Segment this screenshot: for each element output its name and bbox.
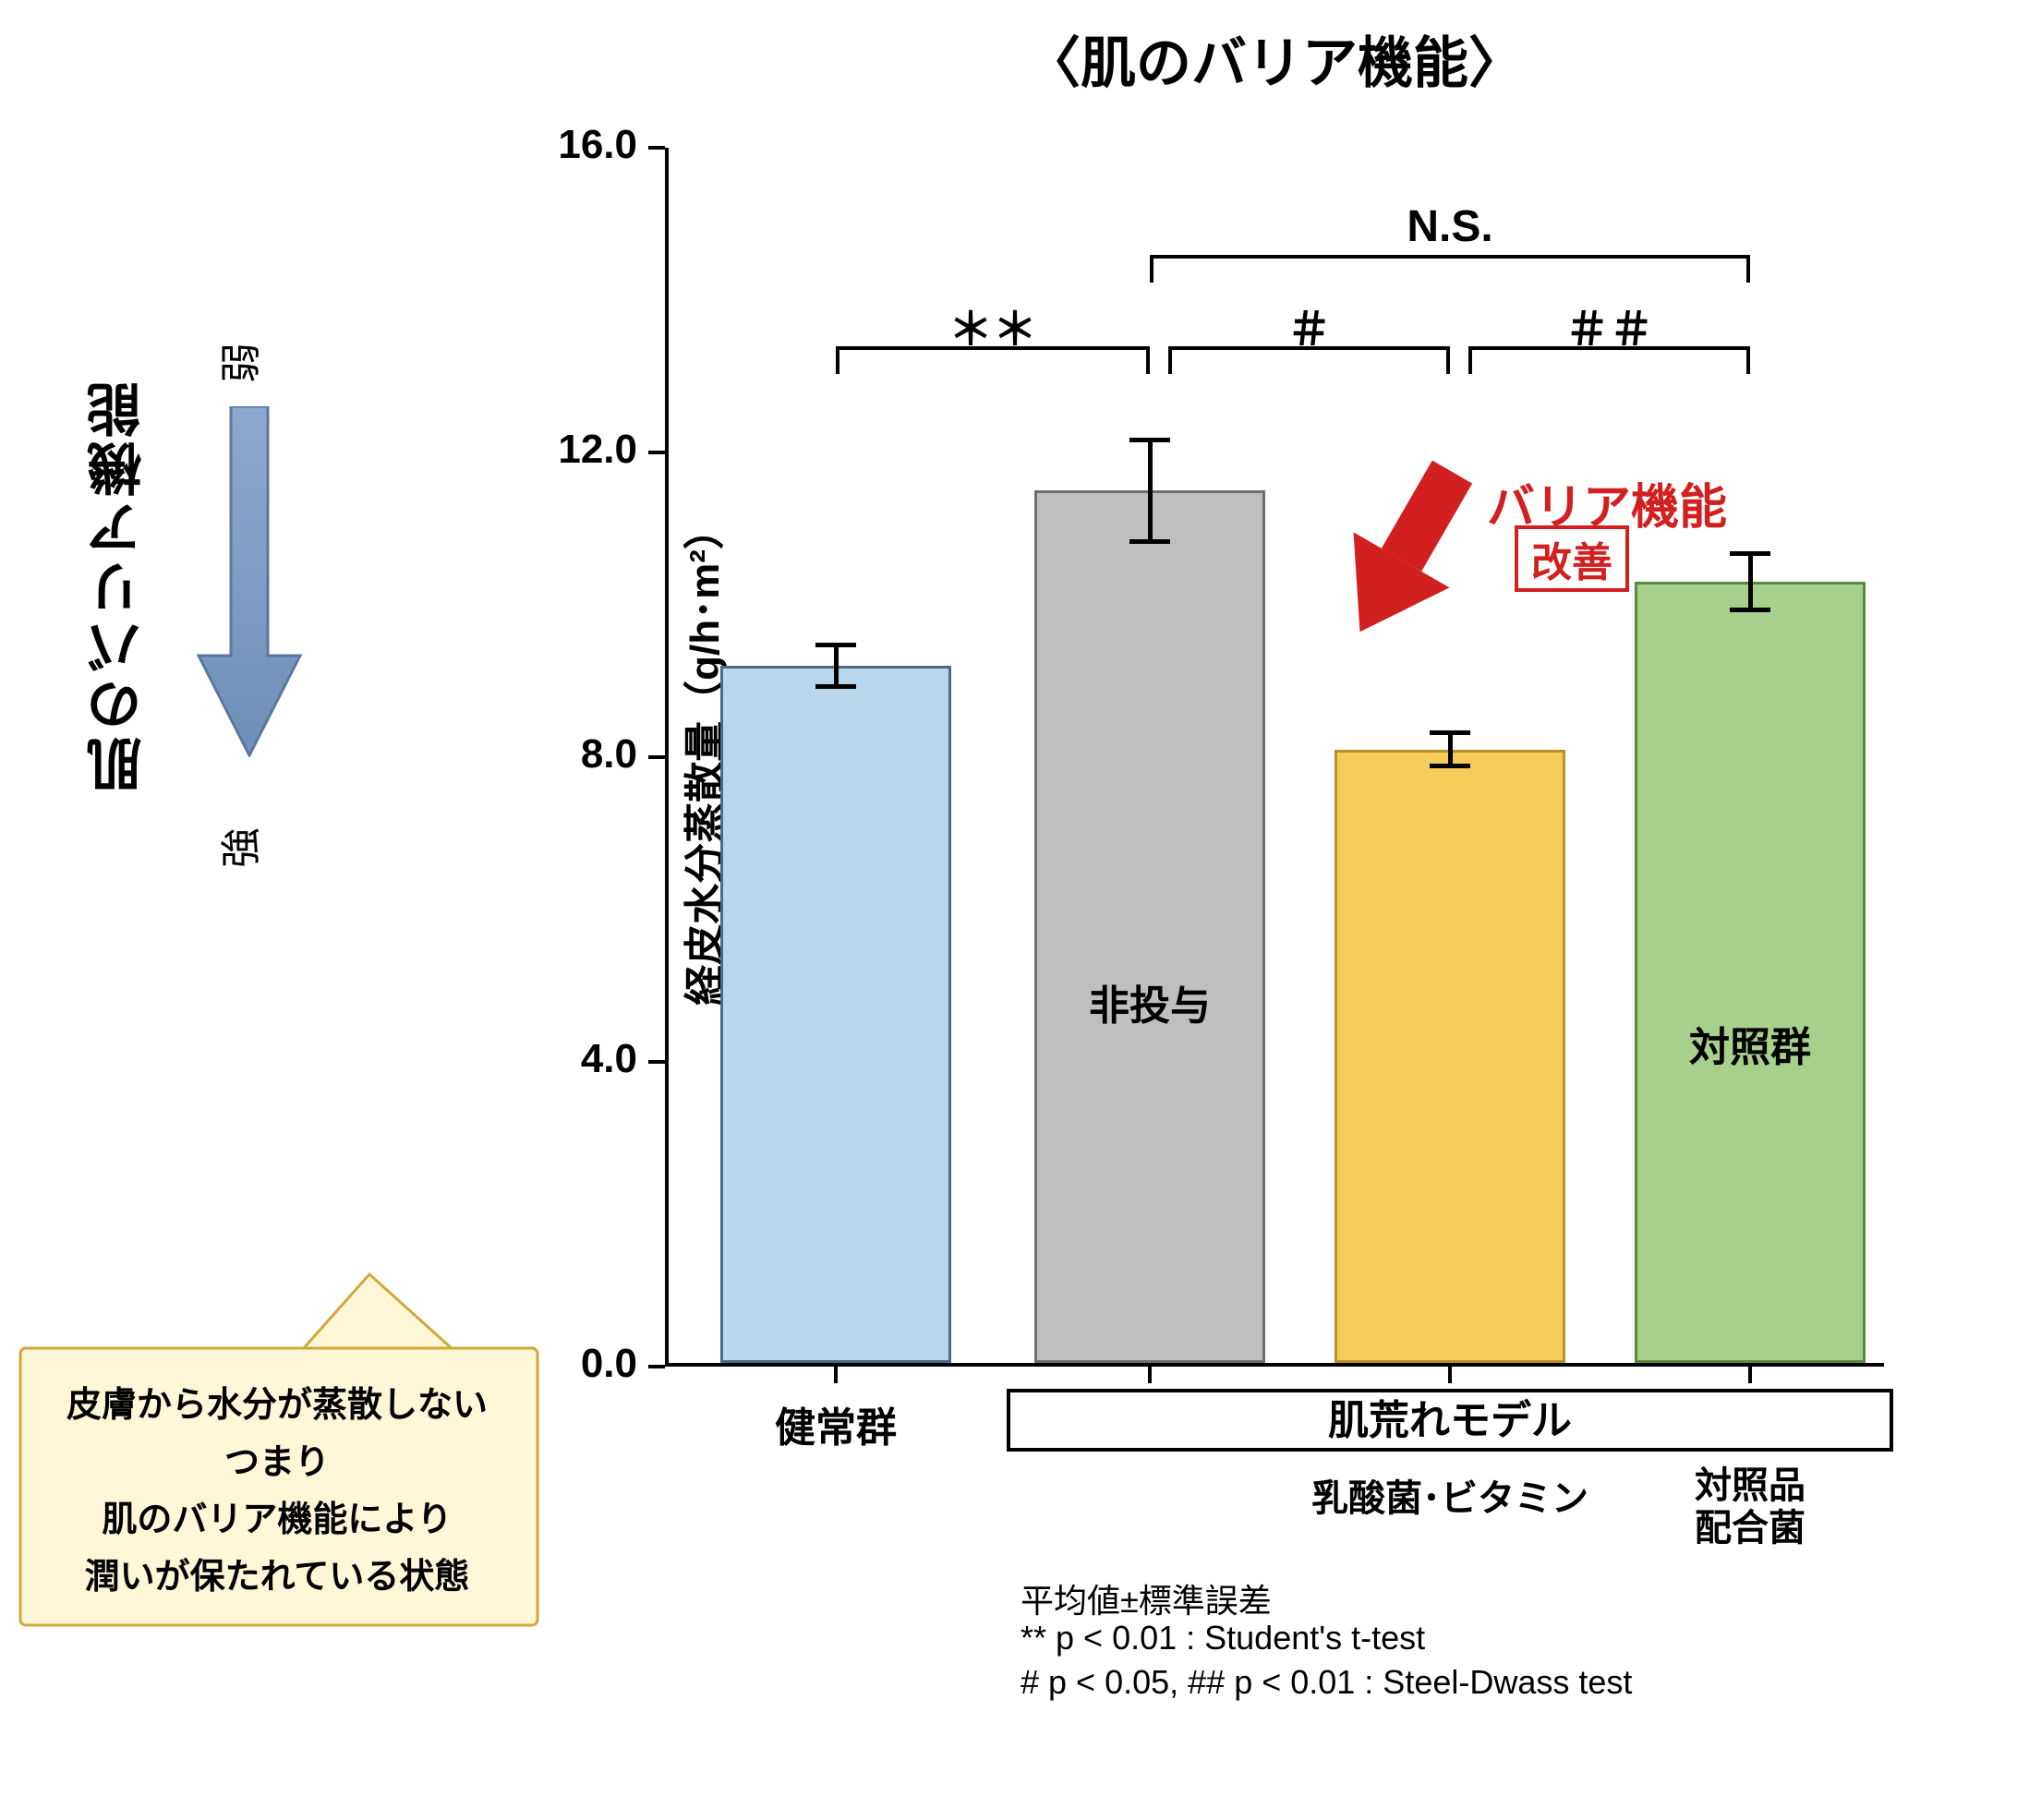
sig-hash1-label: ＃ [1171,293,1448,357]
errorbar-cap [1730,551,1770,556]
x-sublabel-bar2: 乳酸菌･ビタミン [1265,1468,1635,1522]
side-arrow-icon [194,406,305,757]
x-label-groupbox: 肌荒れモデル [1007,1389,1893,1452]
sig-ns [1746,255,1750,283]
x-tick [1748,1367,1752,1383]
errorbar-cap [1129,438,1170,442]
y-tick-label: 0.0 [508,1341,637,1387]
errorbar-cap [815,643,856,647]
y-tick [648,1060,665,1064]
sig-ns [1150,255,1153,283]
side-strong-label: 強 [208,827,267,868]
callout-line: 皮膚から水分が蒸散しない [18,1376,536,1427]
errorbar-stem [1448,730,1453,768]
y-tick-label: 16.0 [508,122,637,168]
y-tick [648,451,665,454]
y-axis [665,148,669,1367]
bar-inside-label: 対照群 [1635,1014,1866,1073]
bar [1034,490,1265,1363]
y-tick [648,1365,665,1368]
x-tick [1448,1367,1452,1383]
sig-ns [1150,255,1750,259]
callout-line: 潤いが保たれている状態 [18,1548,536,1598]
footer-line: # p < 0.05, ## p < 0.01 : Steel-Dwass te… [1021,1663,1632,1702]
annotation-line2: 改善 [1515,525,1629,592]
bar [1635,582,1866,1363]
bar-inside-label: 非投与 [1034,972,1265,1031]
callout-line: 肌のバリア機能により [18,1490,536,1541]
sig-star [1146,346,1150,374]
side-weak-label: 弱 [208,343,267,383]
errorbar-cap [1129,539,1170,544]
x-axis [665,1363,1884,1367]
errorbar-stem [834,643,839,689]
errorbar-stem [1748,551,1753,612]
x-tick [1148,1367,1152,1383]
sig-star [836,346,839,374]
errorbar-stem [1148,438,1153,545]
x-sublabel-bar3: 対照品配合菌 [1602,1464,1898,1549]
side-label: 肌のバリア機能 [79,379,159,792]
y-tick [648,146,665,150]
bar [1335,750,1565,1363]
y-tick-label: 4.0 [508,1036,637,1082]
y-tick-label: 8.0 [508,731,637,777]
errorbar-cap [1730,608,1770,612]
errorbar-cap [1430,764,1470,768]
x-label-bar0: 健常群 [688,1394,984,1453]
errorbar-cap [1430,730,1470,735]
callout-line: つまり [18,1433,536,1484]
sig-star-label: ＊＊ [854,293,1131,357]
errorbar-cap [815,684,856,689]
y-tick-label: 12.0 [508,427,637,473]
sig-hash2-label: ＃＃ [1471,293,1748,357]
annotation-arrow-icon [1330,459,1478,653]
footer-line: ** p < 0.01 : Student's t-test [1021,1619,1425,1657]
chart-title: 〈肌のバリア機能〉 [665,18,1884,99]
x-tick [834,1367,838,1383]
y-tick [648,755,665,759]
footer-line: 平均値±標準誤差 [1021,1574,1272,1622]
sig-ns-label: N.S. [1311,201,1588,252]
bar [720,666,951,1363]
